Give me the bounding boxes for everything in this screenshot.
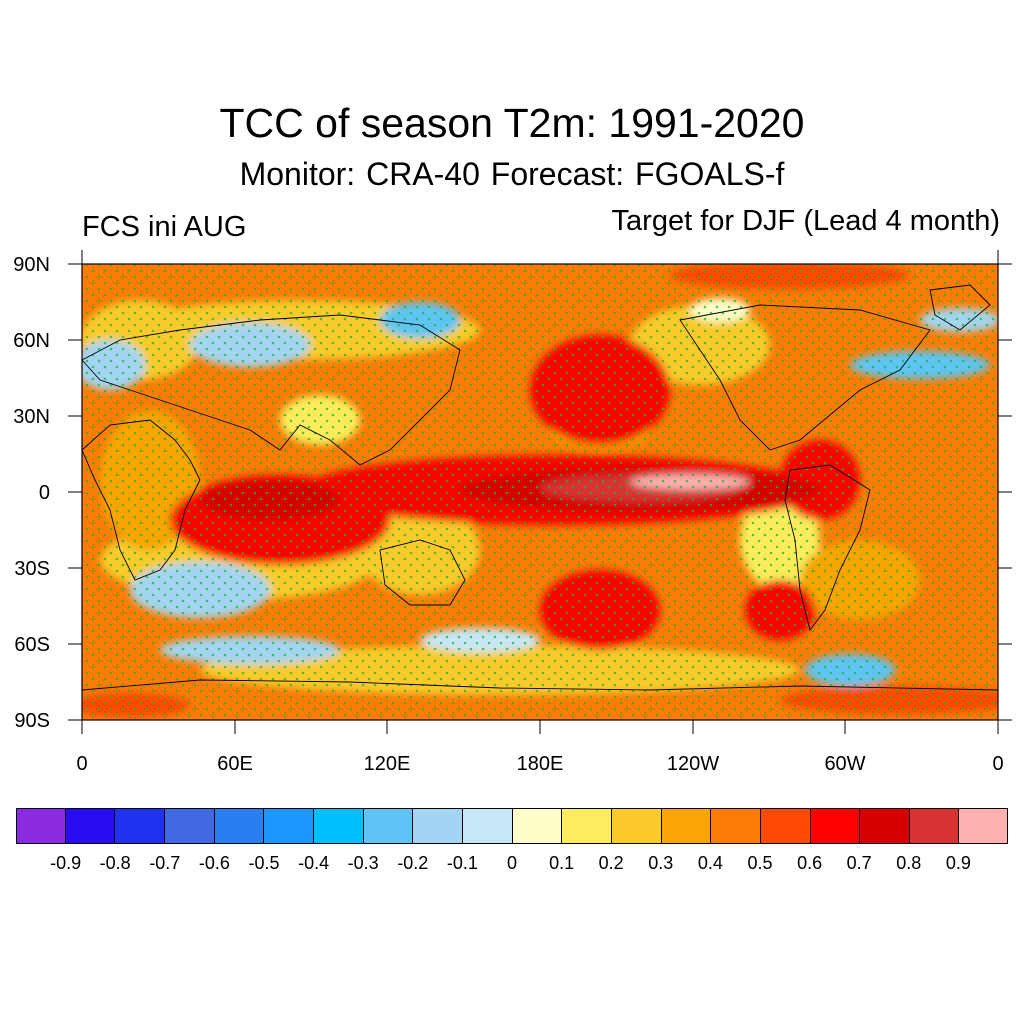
colorbar-swatch [860,808,910,844]
significance-stipple [82,264,998,720]
colorbar-swatch [711,808,761,844]
colorbar-label: 0.2 [598,853,624,873]
colorbar-label: -0.4 [298,853,330,873]
lon-label-60w: 60W [824,753,865,770]
colorbar-label: -0.2 [397,853,429,873]
antarctica-outline [82,679,998,691]
colorbar-label: 0.4 [697,853,723,873]
colorbar-label: 0.1 [549,853,575,873]
africa-outline [82,419,201,581]
colorbar-label: -0.5 [248,853,280,873]
colorbar-swatch [413,808,463,844]
colorbar-label: -0.9 [50,853,82,873]
greenland-outline [929,284,991,331]
map-field [82,264,998,720]
colorbar-swatch [512,808,563,844]
lat-label-eq: 0 [39,482,50,504]
colorbar-swatch [115,808,165,844]
lon-label-120w: 120W [667,753,719,770]
colorbar-label: 0.6 [797,853,823,873]
lon-label-180e: 180E [517,753,564,770]
colorbar-label: 0.9 [945,853,971,873]
initialization-label: FCS ini AUG [82,211,247,243]
lon-label-60e: 60E [217,753,253,770]
colorbar-swatch [264,808,314,844]
lat-label-60n: 60N [13,330,50,352]
lon-label-120e: 120E [364,753,411,770]
lat-label-90s: 90S [14,710,50,732]
colorbar-swatch [611,808,662,844]
colorbar-label: 0.3 [648,853,674,873]
colorbar-label: 0 [506,853,518,873]
page-subtitle: Monitor: CRA-40 Forecast: FGOALS-f [239,156,785,192]
colorbar-swatch [462,808,513,844]
lat-label-90n: 90N [13,254,50,276]
colorbar-label: -0.3 [347,853,379,873]
colorbar-label: 0.7 [846,853,872,873]
target-label: Target for DJF (Lead 4 month) [611,205,1000,237]
lat-label-60s: 60S [14,634,50,656]
page-title: TCC of season T2m: 1991-2020 [219,100,805,146]
axis-ticks [68,250,1012,734]
colorbar-swatch [214,808,265,844]
colorbar-label: -0.1 [446,853,478,873]
lon-label-0-east: 0 [992,753,1003,770]
lon-label-0: 0 [76,753,87,770]
colorbar-swatch [661,808,712,844]
north-america-outline [679,304,931,451]
south-america-outline [784,464,871,632]
colorbar [16,808,1009,844]
colorbar-swatch [313,808,364,844]
colorbar-label: -0.8 [99,853,131,873]
colorbar-swatch [164,808,215,844]
colorbar-swatch [760,808,811,844]
colorbar-swatch [810,808,861,844]
colorbar-label: -0.7 [149,853,181,873]
colorbar-swatch [959,808,1009,844]
colorbar-swatch [562,808,612,844]
eurasia-outline [82,314,461,466]
colorbar-label: 0.5 [747,853,773,873]
australia-outline [379,539,466,606]
lat-label-30n: 30N [13,406,50,428]
colorbar-swatch [363,808,414,844]
correlation-map: 90N 60N 30N 0 30S 60S 90S 0 60E 120E 180… [13,250,1012,770]
colorbar-swatch [909,808,960,844]
colorbar-label: 0.8 [896,853,922,873]
colorbar-label: -0.6 [198,853,230,873]
colorbar-swatch [65,808,116,844]
coastlines [82,284,998,691]
colorbar-swatch [16,808,66,844]
lat-label-30s: 30S [14,558,50,580]
